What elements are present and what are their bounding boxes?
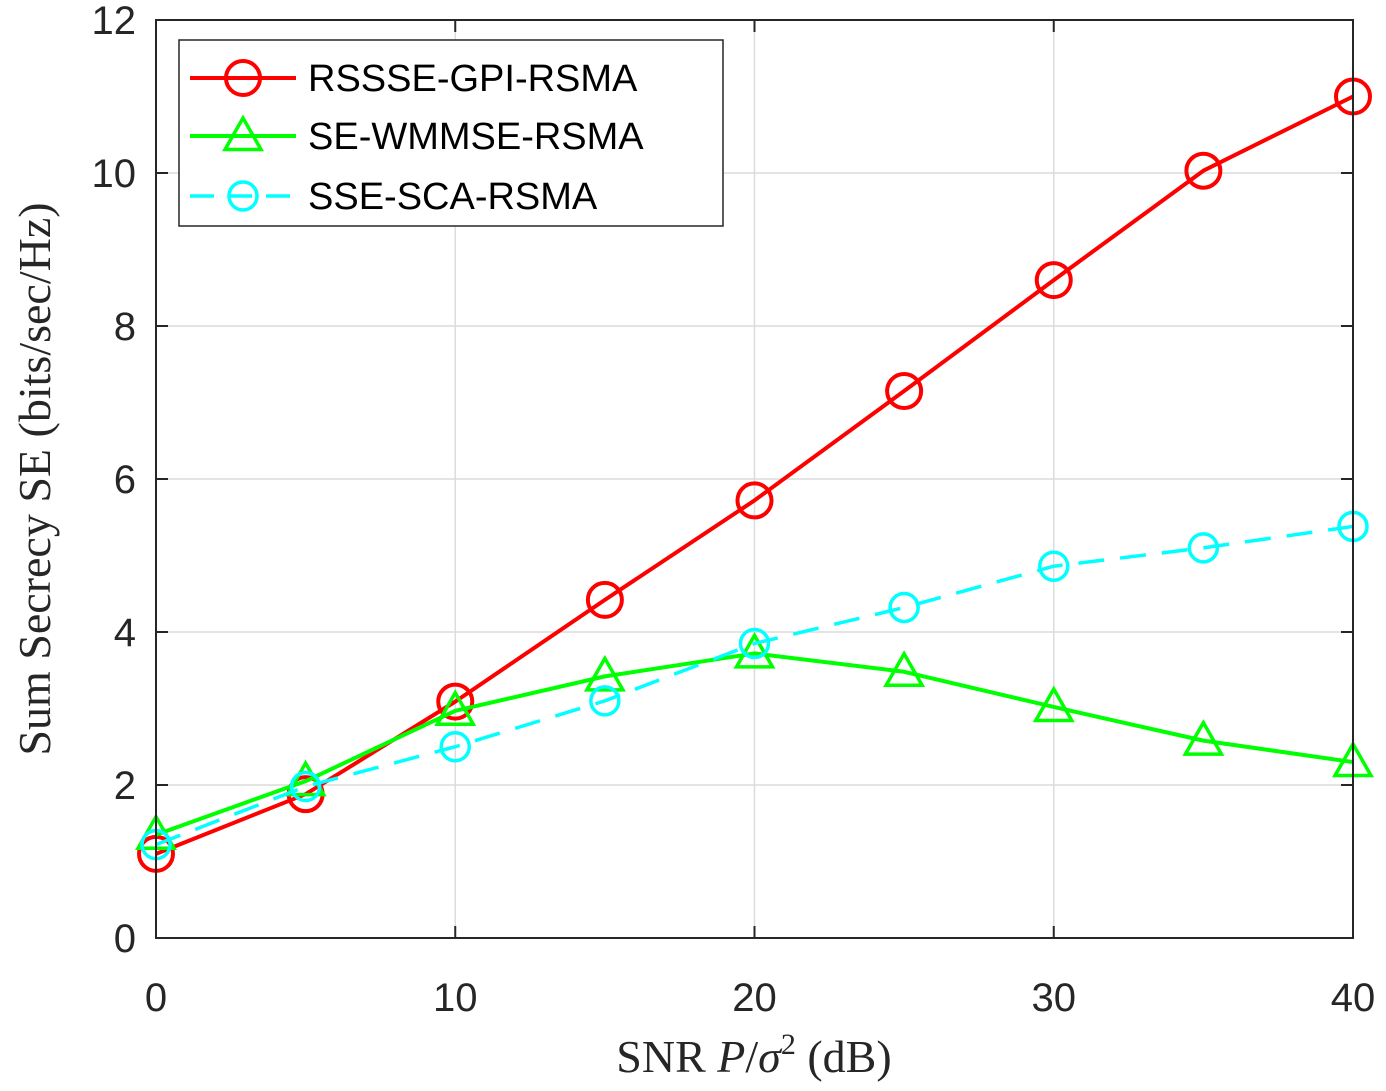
data-point xyxy=(1032,685,1075,723)
legend-marker xyxy=(224,59,262,97)
legend-marker xyxy=(221,114,265,152)
tick-labels: 0 10 20 30 40 0 2 4 6 8 10 12 xyxy=(92,0,1376,1020)
axis-ticks xyxy=(155,19,1354,939)
x-axis-label-prefix: SNR xyxy=(616,1031,717,1082)
data-point xyxy=(289,770,322,803)
y-tick-label: 12 xyxy=(92,0,137,43)
y-tick-label: 2 xyxy=(114,764,136,808)
x-tick-label: 30 xyxy=(1032,976,1077,1020)
legend-marker xyxy=(227,180,259,212)
data-point xyxy=(439,731,471,763)
data-point xyxy=(284,759,327,797)
y-tick-label: 10 xyxy=(92,152,137,196)
series-line xyxy=(155,94,1354,856)
y-tick-label: 4 xyxy=(114,611,136,655)
y-axis-label: Sum Secrecy SE (bits/sec/Hz) xyxy=(9,202,60,755)
y-tick-label: 6 xyxy=(114,458,136,502)
y-tick-label: 8 xyxy=(114,305,136,349)
x-axis-label-exponent: 2 xyxy=(781,1028,796,1061)
legend-item-2: SE-WMMSE-RSMA xyxy=(190,114,644,158)
data-point xyxy=(583,654,626,692)
series-line xyxy=(155,651,1354,837)
x-axis-label-slash: / xyxy=(745,1031,758,1082)
data-point xyxy=(885,372,924,411)
data-point xyxy=(1187,532,1220,564)
x-tick-label: 10 xyxy=(433,976,478,1020)
x-axis-label-sigma: σ xyxy=(758,1031,783,1082)
data-point xyxy=(888,591,920,624)
data-point xyxy=(1182,719,1225,756)
legend: RSSSE-GPI-RSMA SE-WMMSE-RSMA SSE-SCA-RSMA xyxy=(178,39,724,227)
data-point xyxy=(1038,550,1070,582)
x-tick-label: 0 xyxy=(145,976,167,1020)
legend-item-1: RSSSE-GPI-RSMA xyxy=(190,58,638,100)
x-axis-label: SNR P/σ2 (dB) xyxy=(616,1028,891,1082)
series-line xyxy=(155,524,1354,847)
x-tick-label: 20 xyxy=(732,976,777,1020)
data-point xyxy=(733,631,776,669)
data-point xyxy=(434,689,477,727)
data-point xyxy=(585,580,624,619)
legend-item-3: SSE-SCA-RSMA xyxy=(190,176,598,218)
x-axis-label-unit: (dB) xyxy=(796,1031,892,1082)
data-point xyxy=(883,650,926,688)
data-point xyxy=(1184,151,1223,190)
x-tick-label: 40 xyxy=(1331,976,1376,1020)
data-point xyxy=(738,627,771,660)
legend-label: SSE-SCA-RSMA xyxy=(308,176,598,218)
data-point xyxy=(735,481,774,520)
legend-label: SE-WMMSE-RSMA xyxy=(308,116,644,158)
data-point xyxy=(436,682,475,721)
legend-label: RSSSE-GPI-RSMA xyxy=(308,58,638,100)
data-point xyxy=(589,685,621,717)
y-tick-label: 0 xyxy=(114,917,136,961)
x-axis-label-p: P xyxy=(716,1031,745,1082)
data-point xyxy=(1034,261,1073,300)
